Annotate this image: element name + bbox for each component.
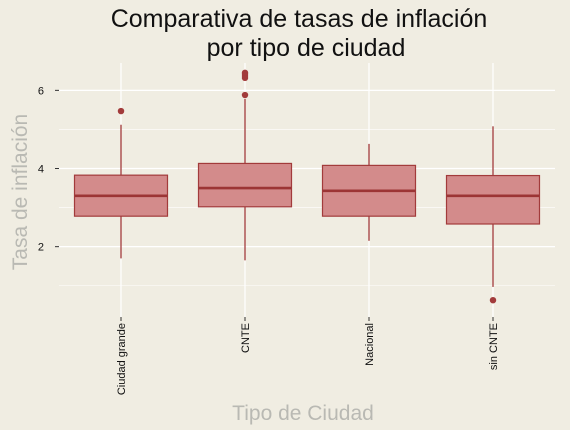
outlier-point <box>489 296 497 304</box>
chart-title-line-2: por tipo de ciudad <box>207 34 406 62</box>
y-axis-ticks: 2 4 6 <box>38 85 59 254</box>
box-sin-cnte <box>445 126 541 304</box>
chart-title-line-1: Comparativa de tasas de inflación <box>111 5 488 33</box>
boxes <box>73 69 541 304</box>
y-tick-label: 4 <box>38 164 44 176</box>
x-axis-title: Tipo de Ciudad <box>232 402 374 425</box>
box-nacional <box>321 143 417 241</box>
outlier-point <box>117 107 125 115</box>
x-axis-categories: Ciudad grande CNTE Nacional sin CNTE <box>116 317 500 395</box>
x-category-label: sin CNTE <box>488 323 500 370</box>
x-category-label: CNTE <box>240 323 252 353</box>
box-iqr <box>197 162 293 208</box>
box-ciudad-grande <box>73 107 169 259</box>
outlier-point <box>241 69 249 76</box>
y-tick-label: 6 <box>38 85 44 97</box>
box-cnte <box>197 69 293 261</box>
outlier-point <box>241 91 249 99</box>
box-iqr <box>445 174 541 225</box>
y-tick-label: 2 <box>38 242 44 254</box>
x-category-label: Ciudad grande <box>116 323 128 395</box>
y-axis-title: Tasa de inflación <box>9 114 32 270</box>
x-category-label: Nacional <box>364 323 376 366</box>
